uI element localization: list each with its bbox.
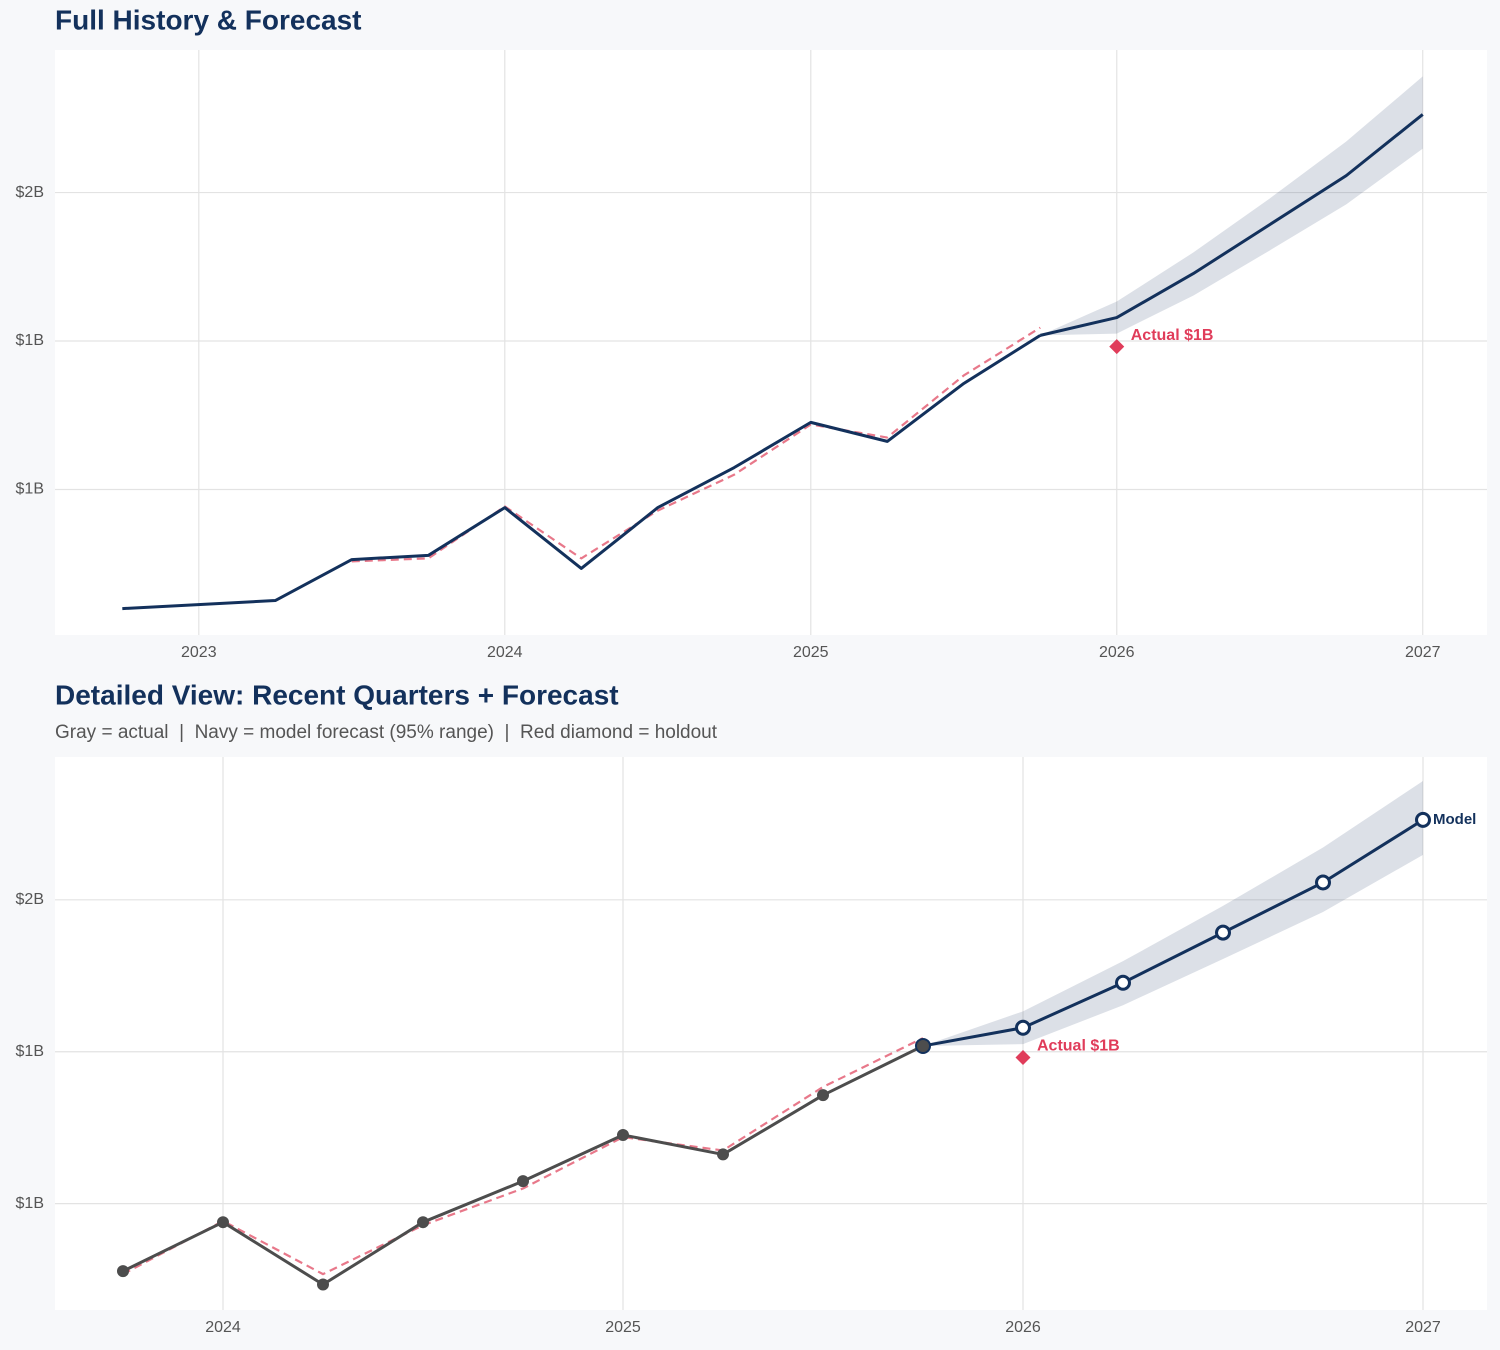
chart-subtitle: Gray = actual | Navy = model forecast (9… [55, 722, 718, 743]
point [517, 1175, 529, 1188]
holdout-marker [1109, 339, 1125, 355]
point [917, 1039, 929, 1052]
holdout-label: Actual $1B [1037, 1038, 1120, 1055]
chart-title: Full History & Forecast [55, 4, 362, 35]
point [117, 1265, 129, 1278]
holdout-marker [1015, 1050, 1031, 1066]
y-tick-label: $1B [16, 1043, 44, 1060]
series-line [1039, 113, 1424, 337]
point [1315, 874, 1331, 891]
point [1215, 924, 1231, 941]
y-tick-label: $1B [16, 1195, 44, 1212]
y-tick-label: $1B [16, 481, 44, 498]
x-tick-label: 2027 [1405, 644, 1441, 661]
point [817, 1089, 829, 1102]
point [717, 1148, 729, 1161]
end-label: Model [1433, 811, 1476, 828]
plot-area [55, 757, 1487, 1310]
x-tick-label: 2026 [1005, 1319, 1041, 1336]
fitted-line [122, 1037, 924, 1276]
x-tick-label: 2026 [1099, 644, 1135, 661]
y-tick-label: $2B [16, 184, 44, 201]
series-line [122, 334, 1042, 611]
point [1015, 1019, 1031, 1036]
point [317, 1278, 329, 1291]
series-line [922, 818, 1424, 1048]
point [1115, 974, 1131, 991]
chart-title: Detailed View: Recent Quarters + Forecas… [55, 679, 619, 710]
x-tick-label: 2027 [1405, 1319, 1441, 1336]
x-tick-label: 2025 [793, 644, 829, 661]
point [1415, 811, 1431, 828]
y-tick-label: $2B [16, 891, 44, 908]
point [217, 1216, 229, 1229]
x-tick-label: 2024 [205, 1319, 241, 1336]
x-tick-label: 2023 [181, 644, 217, 661]
x-tick-label: 2025 [605, 1319, 641, 1336]
holdout-label: Actual $1B [1131, 327, 1214, 344]
y-tick-label: $1B [16, 332, 44, 349]
point [617, 1128, 629, 1141]
x-tick-label: 2024 [487, 644, 523, 661]
point [417, 1216, 429, 1229]
plot-area [55, 50, 1487, 635]
